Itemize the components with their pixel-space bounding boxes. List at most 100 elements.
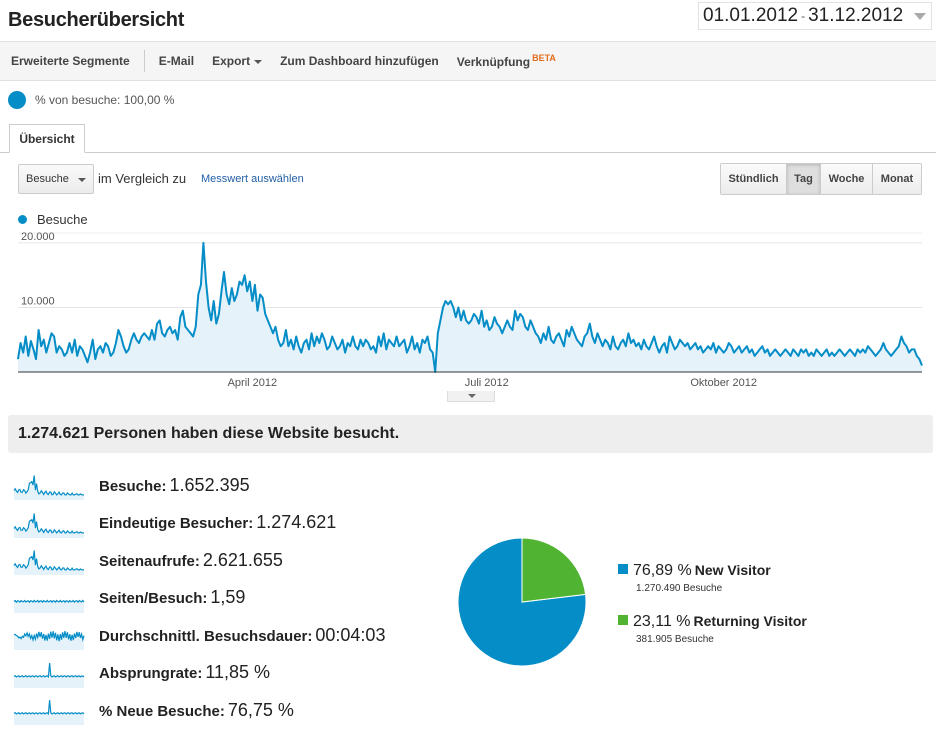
visits-chart[interactable]: 10.000 20.000 April 2012 Juli 2012 Oktober 2… <box>0 230 936 390</box>
date-separator: - <box>801 9 806 23</box>
pie-slice[interactable] <box>457 537 587 667</box>
metric-value: 11,85 % <box>205 662 271 682</box>
sparkline-area <box>14 513 84 538</box>
export-button[interactable]: Export <box>203 54 271 68</box>
metric-row: Besuche: 1.652.395 <box>12 470 452 500</box>
legend-swatch-new <box>618 564 628 574</box>
shortcut-button[interactable]: Verknüpfung BETA <box>448 53 565 69</box>
metric-label: Eindeutige Besucher: 1.274.621 <box>99 512 336 533</box>
select-metric-link[interactable]: Messwert auswählen <box>201 173 304 185</box>
compare-text: im Vergleich zu <box>98 171 187 186</box>
metric-select-value: Besuche <box>26 173 69 185</box>
metric-label: Seitenaufrufe: 2.621.655 <box>99 550 283 571</box>
pie-name-returning: Returning Visitor <box>693 613 807 629</box>
tab-overview[interactable]: Übersicht <box>9 124 85 153</box>
sparkline[interactable] <box>12 545 86 575</box>
metric-row: % Neue Besuche: 76,75 % <box>12 695 452 725</box>
granularity-day-button[interactable]: Tag <box>787 164 821 194</box>
sparkline-line <box>13 550 84 571</box>
sparkline-area <box>14 599 84 613</box>
sparkline-line <box>13 475 84 496</box>
date-end: 31.12.2012 <box>808 5 904 26</box>
y-tick-label: 10.000 <box>21 295 55 307</box>
sparkline-area <box>14 475 84 500</box>
beta-badge: BETA <box>532 53 556 63</box>
sparkline[interactable] <box>12 620 86 650</box>
sparkline-line <box>13 598 85 603</box>
visitor-type-pie[interactable] <box>455 535 589 669</box>
page-title: Besucherübersicht <box>8 9 185 31</box>
metric-row: Seitenaufrufe: 2.621.655 <box>12 545 452 575</box>
sparkline-line <box>13 700 85 716</box>
summary-bar: 1.274.621 Personen haben diese Website b… <box>8 415 933 453</box>
caret-down-icon <box>78 178 86 182</box>
pie-slice[interactable] <box>521 537 587 603</box>
legend-swatch-returning <box>618 615 628 625</box>
series-area <box>18 242 922 372</box>
caret-down-icon <box>254 59 263 64</box>
email-button[interactable]: E-Mail <box>158 54 195 68</box>
sparkline-line <box>13 512 84 534</box>
metric-label: Absprungrate: 11,85 % <box>99 662 270 683</box>
pie-chart-icon <box>8 91 26 109</box>
caret-down-icon <box>468 394 476 398</box>
metric-name: Durchschnittl. Besuchsdauer: <box>99 627 313 645</box>
toolbar-divider <box>143 50 145 72</box>
metric-label: Durchschnittl. Besuchsdauer: 00:04:03 <box>99 625 385 646</box>
date-start: 01.01.2012 <box>703 5 799 26</box>
export-label: Export <box>212 54 251 68</box>
sparkline-area <box>14 550 84 575</box>
sparkline-area <box>14 631 84 650</box>
granularity-toggle: Stündlich Tag Woche Monat <box>720 163 922 195</box>
pie-legend-returning: 23,11 % Returning Visitor 381.905 Besuche <box>618 613 807 645</box>
chevron-down-icon[interactable] <box>914 13 926 20</box>
series-line <box>17 241 923 373</box>
metric-value: 1,59 <box>210 587 246 607</box>
metric-value: 76,75 % <box>227 699 294 720</box>
toolbar: Erweiterte Segmente E-Mail Export Zum Da… <box>0 41 936 81</box>
y-tick-label: 20.000 <box>21 231 55 243</box>
metric-name: Seiten/Besuch: <box>99 590 208 607</box>
pie-name-new: New Visitor <box>694 562 771 578</box>
x-tick-label: Oktober 2012 <box>690 377 757 389</box>
metric-row: Absprungrate: 11,85 % <box>12 658 452 688</box>
metric-name: Besuche: <box>99 477 167 495</box>
legend-label: Besuche <box>37 212 88 227</box>
pie-pct-new: 76,89 % <box>633 562 692 579</box>
pie-sub-new: 1.270.490 Besuche <box>636 583 723 594</box>
granularity-hourly-button[interactable]: Stündlich <box>721 164 787 194</box>
pie-sub-returning: 381.905 Besuche <box>636 634 714 645</box>
legend-dot <box>18 215 27 224</box>
chart-legend: Besuche <box>18 212 88 227</box>
add-dashboard-button[interactable]: Zum Dashboard hinzufügen <box>280 54 439 68</box>
granularity-week-button[interactable]: Woche <box>821 164 873 194</box>
sparkline[interactable] <box>12 583 86 613</box>
sparkline[interactable] <box>12 508 86 538</box>
metric-value: 2.621.655 <box>202 549 283 570</box>
metric-select[interactable]: Besuche <box>18 164 94 194</box>
x-tick-label: April 2012 <box>228 377 278 389</box>
metric-row: Durchschnittl. Besuchsdauer: 00:04:03 <box>12 620 452 650</box>
shortcut-label: Verknüpfung <box>456 55 531 69</box>
metric-value: 00:04:03 <box>315 624 386 645</box>
x-tick-label: Juli 2012 <box>465 377 509 389</box>
metric-name: Eindeutige Besucher: <box>99 515 254 532</box>
metric-value: 1.652.395 <box>169 474 250 495</box>
sparkline[interactable] <box>12 470 86 500</box>
sparkline[interactable] <box>12 658 86 688</box>
advanced-segments-button[interactable]: Erweiterte Segmente <box>11 54 130 68</box>
sparkline[interactable] <box>12 695 86 725</box>
date-range-picker[interactable]: 01.01.2012 - 31.12.2012 <box>698 2 932 30</box>
metric-label: Seiten/Besuch: 1,59 <box>99 587 245 608</box>
metric-name: Absprungrate: <box>99 665 203 682</box>
metric-name: Seitenaufrufe: <box>99 552 200 570</box>
metric-label: % Neue Besuche: 76,75 % <box>99 700 294 721</box>
tab-bar-line <box>0 152 936 153</box>
sparkline-line <box>13 662 85 678</box>
granularity-month-button[interactable]: Monat <box>873 164 921 194</box>
chart-collapse-handle[interactable] <box>447 391 495 402</box>
pie-legend-new: 76,89 % New Visitor 1.270.490 Besuche <box>618 562 771 594</box>
sparkline-line <box>13 630 85 643</box>
metric-name: % Neue Besuche: <box>99 702 225 720</box>
segment-indicator: % von besuche: 100,00 % <box>8 91 174 109</box>
